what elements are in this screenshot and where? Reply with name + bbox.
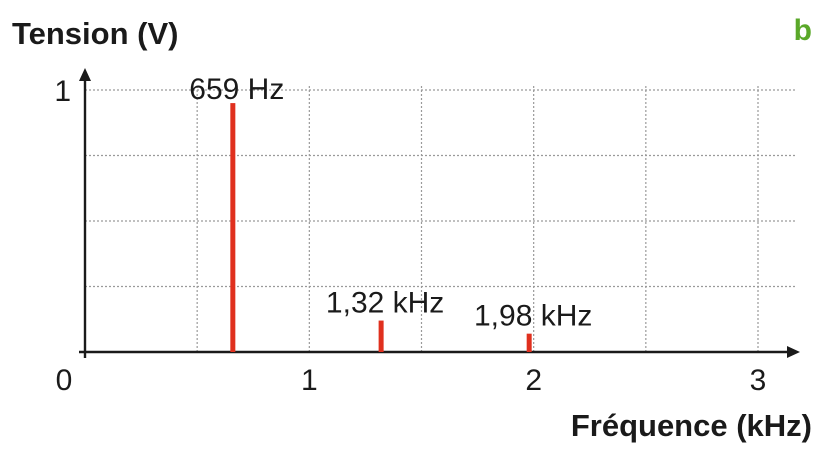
- bar-label: 1,32 kHz: [326, 287, 444, 320]
- x-axis-title: Fréquence (kHz): [571, 408, 812, 443]
- spectrum-bar: [526, 333, 532, 352]
- spectrum-bar: [378, 320, 384, 352]
- bar-label: 1,98 kHz: [474, 300, 592, 333]
- x-tick-label: 1: [301, 364, 318, 397]
- tick-labels: 1 2 3 1: [54, 75, 766, 397]
- spectrum-bars: [230, 103, 532, 352]
- axes: [79, 68, 800, 358]
- bar-labels: 659 Hz 1,32 kHz 1,98 kHz: [189, 73, 592, 333]
- origin-label: 0: [56, 364, 73, 397]
- x-tick-label: 3: [750, 364, 767, 397]
- panel-label: b: [794, 14, 812, 47]
- y-tick-label: 1: [54, 75, 71, 108]
- grid: [85, 86, 796, 352]
- x-axis-arrow: [787, 346, 800, 358]
- bar-label: 659 Hz: [189, 73, 284, 106]
- y-axis-arrow: [79, 68, 91, 81]
- spectrum-bar: [230, 103, 236, 352]
- y-axis-title: Tension (V): [12, 16, 178, 51]
- x-tick-label: 2: [525, 364, 542, 397]
